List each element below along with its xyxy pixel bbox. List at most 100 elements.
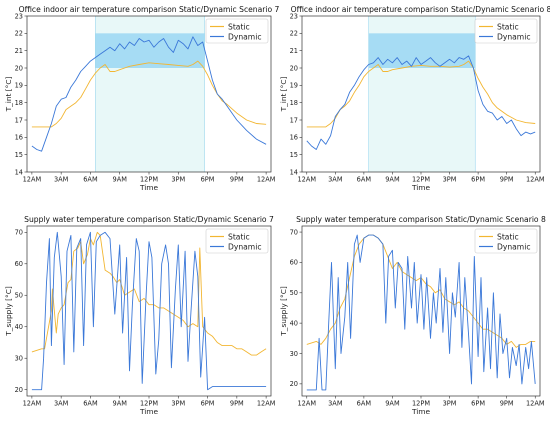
y-tick-label: 23 [15,12,23,20]
x-tick-label: 12PM [140,400,158,408]
y-tick-label: 60 [290,259,298,267]
x-tick-label: 12PM [412,400,430,408]
chart-panel-3: 12AM 3AM 6AM 9AM 12PM 3PM 6PM 9PM 12AM2030405060… [4,215,276,416]
x-axis-label: Time [411,407,431,416]
x-tick-label: 6AM [83,400,98,408]
y-tick-label: 19 [290,82,298,90]
y-tick-label: 17 [15,116,23,124]
y-tick-label: 30 [290,350,298,358]
y-tick-label: 20 [290,64,298,72]
y-tick-label: 40 [15,323,23,331]
x-tick-label: 3PM [443,400,457,408]
x-tick-label: 12PM [140,176,158,184]
y-tick-label: 20 [290,380,298,388]
y-tick-label: 22 [15,30,23,38]
x-tick-label: 9AM [385,176,400,184]
x-tick-label: 12AM [526,400,545,408]
chart-title: Office indoor air temperature comparison… [19,5,280,14]
chart-panel-2: 12AM 3AM 6AM 9AM 12PM 3PM 6PM 9PM 12AM1415161718… [279,5,550,192]
x-tick-label: 12AM [257,176,276,184]
x-tick-label: 9AM [113,176,128,184]
y-tick-label: 21 [15,47,23,55]
y-tick-label: 70 [15,229,23,237]
x-tick-label: 9AM [385,400,400,408]
x-axis-label: Time [411,183,431,192]
y-axis-label: T_int [°C] [4,76,13,112]
x-tick-label: 3AM [328,176,343,184]
chart-title: Supply water temperature comparison Stat… [24,215,274,224]
x-axis-label: Time [139,407,159,416]
series-line-dynamic [31,36,267,152]
x-tick-label: 6AM [83,176,98,184]
x-axis-label: Time [139,183,159,192]
legend-label-static: Static [228,232,250,241]
y-tick-label: 22 [290,30,298,38]
x-tick-label: 12AM [23,400,42,408]
series-line-dynamic [306,234,536,391]
y-tick-label: 30 [15,355,23,363]
y-tick-label: 18 [290,99,298,107]
y-tick-label: 17 [290,116,298,124]
y-tick-label: 15 [290,151,298,159]
y-tick-label: 15 [15,151,23,159]
y-tick-label: 23 [290,12,298,20]
legend-label-static: Static [497,232,519,241]
x-tick-label: 3AM [54,400,69,408]
x-tick-label: 3AM [54,176,69,184]
y-tick-label: 21 [290,47,298,55]
legend-label-dynamic: Dynamic [497,242,531,251]
y-axis-label: T_int [°C] [279,76,288,112]
legend-label-dynamic: Dynamic [228,242,262,251]
x-tick-label: 6AM [357,176,372,184]
y-tick-label: 14 [15,168,23,176]
series-line-dynamic [306,55,536,150]
series-line-static [306,60,536,128]
chart-panel-1: 12AM 3AM 6AM 9AM 12PM 3PM 6PM 9PM 12AM1415161718… [4,5,280,192]
chart-title: Supply water temperature comparison Stat… [296,215,546,224]
x-tick-label: 12AM [297,400,316,408]
y-tick-label: 50 [15,292,23,300]
comfort-band [95,33,205,68]
y-tick-label: 16 [15,134,23,142]
x-tick-label: 6PM [201,176,215,184]
legend-label-static: Static [497,22,519,31]
x-tick-label: 6PM [471,176,485,184]
chart-title: Office indoor air temperature comparison… [291,5,550,14]
x-tick-label: 9PM [500,176,514,184]
series-line-dynamic [31,231,267,391]
x-tick-label: 12AM [257,400,276,408]
x-tick-label: 12AM [526,176,545,184]
y-tick-label: 20 [15,64,23,72]
x-tick-label: 3PM [443,176,457,184]
y-tick-label: 40 [290,319,298,327]
x-tick-label: 12AM [297,176,316,184]
chart-panel-4: 12AM 3AM 6AM 9AM 12PM 3PM 6PM 9PM 12AM 20 30 40 50 60… [279,215,546,416]
y-tick-label: 70 [290,228,298,236]
x-tick-label: 3PM [171,176,185,184]
x-tick-label: 6PM [471,400,485,408]
y-tick-label: 16 [290,134,298,142]
y-tick-label: 19 [15,82,23,90]
series-line-static [31,231,267,356]
x-tick-label: 6PM [201,400,215,408]
y-tick-label: 18 [15,99,23,107]
x-tick-label: 3AM [328,400,343,408]
x-tick-label: 9PM [500,400,514,408]
y-tick-label: 50 [290,289,298,297]
x-tick-label: 9PM [230,400,244,408]
y-axis-label: T_supply [°C] [279,286,288,337]
y-axis-label: T_supply [°C] [4,286,13,337]
legend-label-dynamic: Dynamic [228,32,262,41]
x-tick-label: 9AM [113,400,128,408]
x-tick-label: 12PM [412,176,430,184]
x-tick-label: 3PM [171,400,185,408]
legend-label-dynamic: Dynamic [497,32,531,41]
legend-label-static: Static [228,22,250,31]
y-tick-label: 20 [15,386,23,394]
